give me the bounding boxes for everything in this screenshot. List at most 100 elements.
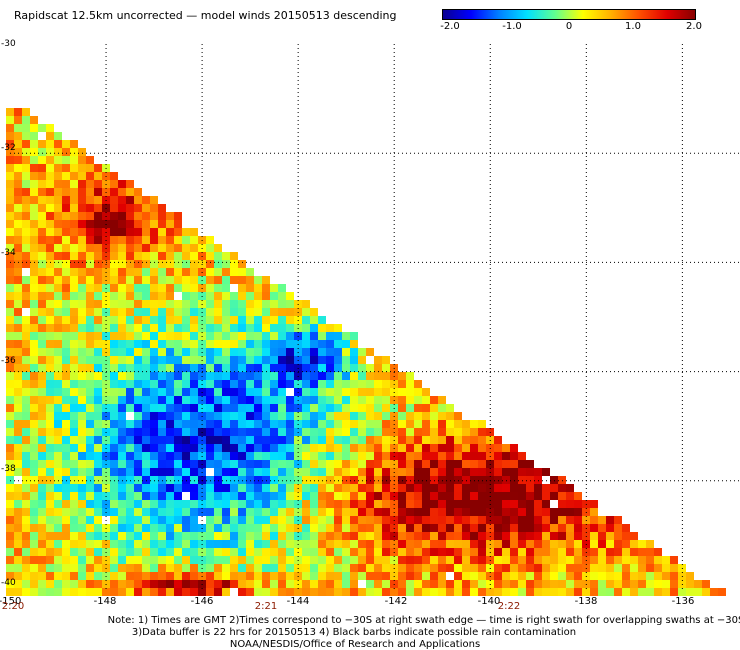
wind-difference-pixel <box>174 588 182 596</box>
wind-difference-pixel <box>214 300 222 308</box>
wind-difference-pixel <box>110 284 118 292</box>
wind-difference-pixel <box>142 540 150 548</box>
wind-difference-pixel <box>654 572 662 580</box>
wind-difference-pixel <box>142 356 150 364</box>
wind-difference-pixel <box>510 492 518 500</box>
wind-difference-pixel <box>238 500 246 508</box>
wind-difference-pixel <box>126 340 134 348</box>
wind-difference-pixel <box>94 572 102 580</box>
wind-difference-pixel <box>94 492 102 500</box>
wind-difference-pixel <box>38 276 46 284</box>
wind-difference-pixel <box>30 356 38 364</box>
wind-difference-pixel <box>278 556 286 564</box>
wind-difference-pixel <box>174 356 182 364</box>
wind-difference-pixel <box>414 444 422 452</box>
wind-difference-pixel <box>534 508 542 516</box>
wind-difference-pixel <box>38 540 46 548</box>
wind-difference-pixel <box>310 380 318 388</box>
wind-difference-pixel <box>62 324 70 332</box>
wind-difference-pixel <box>142 444 150 452</box>
wind-difference-pixel <box>166 516 174 524</box>
wind-difference-pixel <box>78 444 86 452</box>
wind-difference-pixel <box>166 348 174 356</box>
wind-difference-pixel <box>246 396 254 404</box>
wind-difference-pixel <box>342 444 350 452</box>
wind-difference-pixel <box>54 436 62 444</box>
wind-difference-pixel <box>286 540 294 548</box>
wind-difference-pixel <box>94 180 102 188</box>
wind-difference-pixel <box>46 532 54 540</box>
wind-difference-pixel <box>6 276 14 284</box>
wind-difference-pixel <box>550 508 558 516</box>
wind-difference-pixel <box>534 500 542 508</box>
wind-difference-pixel <box>350 412 358 420</box>
wind-difference-pixel <box>86 500 94 508</box>
wind-difference-pixel <box>38 348 46 356</box>
wind-difference-pixel <box>230 292 238 300</box>
wind-difference-pixel <box>366 588 374 596</box>
wind-difference-pixel <box>78 564 86 572</box>
wind-difference-pixel <box>494 548 502 556</box>
wind-difference-pixel <box>30 236 38 244</box>
wind-difference-pixel <box>510 556 518 564</box>
wind-difference-pixel <box>174 340 182 348</box>
wind-difference-pixel <box>158 388 166 396</box>
wind-difference-pixel <box>270 468 278 476</box>
wind-difference-pixel <box>126 260 134 268</box>
wind-difference-pixel <box>278 404 286 412</box>
wind-difference-pixel <box>270 308 278 316</box>
wind-difference-pixel <box>62 404 70 412</box>
wind-difference-pixel <box>6 300 14 308</box>
wind-difference-pixel <box>502 468 510 476</box>
wind-difference-pixel <box>134 380 142 388</box>
wind-difference-pixel <box>414 532 422 540</box>
wind-difference-pixel <box>374 532 382 540</box>
wind-difference-pixel <box>278 372 286 380</box>
wind-difference-pixel <box>454 492 462 500</box>
wind-difference-pixel <box>566 516 574 524</box>
wind-difference-pixel <box>6 244 14 252</box>
wind-difference-pixel <box>358 508 366 516</box>
wind-difference-pixel <box>22 316 30 324</box>
wind-difference-pixel <box>590 572 598 580</box>
wind-difference-pixel <box>542 548 550 556</box>
wind-difference-pixel <box>318 436 326 444</box>
wind-difference-pixel <box>22 292 30 300</box>
wind-difference-pixel <box>270 460 278 468</box>
wind-difference-pixel <box>286 476 294 484</box>
wind-difference-pixel <box>454 468 462 476</box>
wind-difference-pixel <box>350 588 358 596</box>
wind-difference-pixel <box>14 220 22 228</box>
wind-difference-pixel <box>262 396 270 404</box>
wind-difference-pixel <box>350 436 358 444</box>
wind-difference-pixel <box>174 332 182 340</box>
wind-difference-pixel <box>142 236 150 244</box>
wind-difference-pixel <box>238 564 246 572</box>
wind-difference-pixel <box>62 380 70 388</box>
wind-difference-pixel <box>566 524 574 532</box>
wind-difference-pixel <box>38 588 46 596</box>
wind-difference-pixel <box>158 260 166 268</box>
wind-difference-pixel <box>438 484 446 492</box>
wind-difference-pixel <box>22 276 30 284</box>
wind-difference-pixel <box>22 444 30 452</box>
wind-difference-pixel <box>350 572 358 580</box>
wind-difference-pixel <box>30 228 38 236</box>
wind-difference-pixel <box>6 540 14 548</box>
wind-difference-pixel <box>550 548 558 556</box>
wind-difference-pixel <box>190 308 198 316</box>
wind-difference-pixel <box>286 492 294 500</box>
wind-difference-pixel <box>318 476 326 484</box>
wind-difference-pixel <box>438 588 446 596</box>
wind-difference-pixel <box>166 540 174 548</box>
wind-difference-pixel <box>142 244 150 252</box>
wind-difference-pixel <box>118 436 126 444</box>
wind-difference-pixel <box>262 460 270 468</box>
wind-difference-pixel <box>246 460 254 468</box>
wind-difference-pixel <box>470 580 478 588</box>
wind-difference-pixel <box>270 540 278 548</box>
wind-difference-pixel <box>606 524 614 532</box>
wind-difference-pixel <box>134 252 142 260</box>
wind-difference-pixel <box>78 492 86 500</box>
wind-difference-pixel <box>38 500 46 508</box>
